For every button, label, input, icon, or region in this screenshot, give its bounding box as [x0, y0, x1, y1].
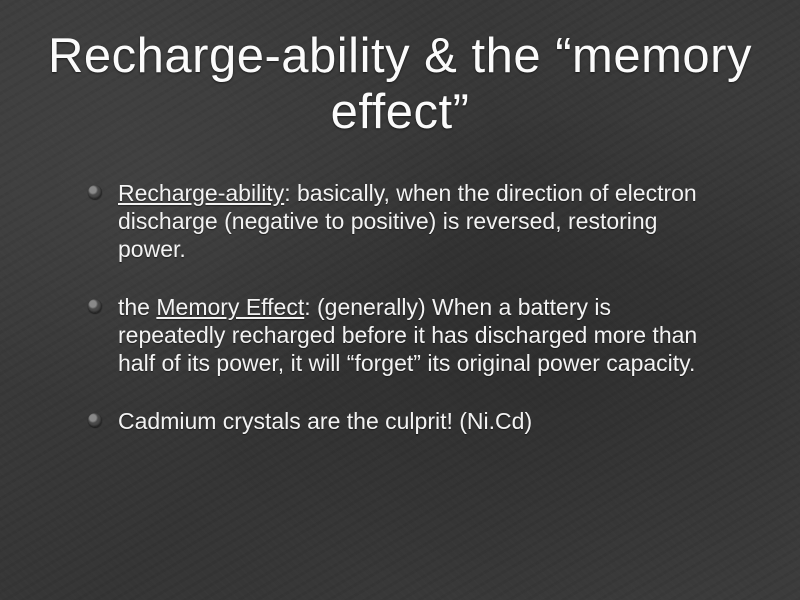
- list-item: Recharge-ability: basically, when the di…: [118, 179, 720, 263]
- bullet-list: Recharge-ability: basically, when the di…: [40, 179, 760, 435]
- bullet-text: Cadmium crystals are the culprit! (Ni.Cd…: [118, 408, 532, 434]
- list-item: the Memory Effect: (generally) When a ba…: [118, 293, 720, 377]
- term-underlined: Memory Effect: [156, 294, 304, 320]
- term-underlined: Recharge-ability: [118, 180, 284, 206]
- slide-title: Recharge-ability & the “memory effect”: [40, 28, 760, 141]
- slide: Recharge-ability & the “memory effect” R…: [0, 0, 800, 600]
- bullet-prefix: the: [118, 294, 156, 320]
- list-item: Cadmium crystals are the culprit! (Ni.Cd…: [118, 407, 720, 435]
